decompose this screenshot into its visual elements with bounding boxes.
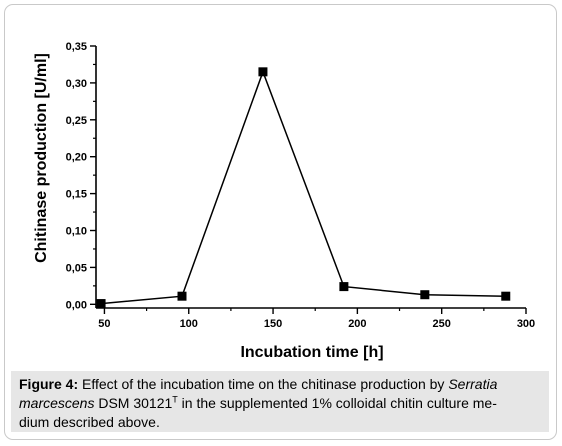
y-tick-label: 0,05: [66, 262, 87, 274]
data-point-marker: [96, 299, 106, 309]
x-tick-label: 200: [348, 318, 366, 330]
y-tick-label: 0,15: [66, 189, 87, 201]
chart-series: [96, 67, 511, 309]
caption-species-2: marcescens: [19, 395, 95, 411]
caption-species-1: Serratia: [448, 376, 498, 392]
y-tick-label: 0,25: [66, 115, 87, 127]
y-tick-label: 0,35: [66, 41, 87, 53]
caption-text-2: DSM 30121: [94, 395, 173, 411]
x-tick-label: 300: [517, 318, 535, 330]
chart: 50 100 150 200 250 300 0,00 0,05 0,10 0,15 0,20 0,2…: [33, 41, 536, 361]
caption-text-1: Effect of the incubation time on the chi…: [78, 376, 449, 392]
x-axis-title: Incubation time [h]: [240, 344, 383, 361]
chart-ticks: 50 100 150 200 250 300 0,00 0,05 0,10 0,15 0,20 0,2…: [66, 41, 536, 330]
data-point-marker: [420, 290, 430, 300]
y-tick-label: 0,30: [66, 78, 87, 90]
y-axis-title: Chitinase production [U/ml]: [33, 53, 50, 263]
series-line: [100, 69, 506, 305]
caption-background: [11, 371, 549, 432]
caption-superscript: T: [172, 394, 178, 405]
caption-text-3: in the supplemented 1% colloidal chitin …: [177, 395, 497, 411]
figure-caption: Figure 4: Effect of the incubation time …: [19, 375, 543, 432]
x-tick-label: 50: [98, 318, 110, 330]
chart-axes: [95, 46, 526, 309]
y-tick-label: 0,00: [66, 299, 87, 311]
y-tick-label: 0,10: [66, 226, 87, 238]
data-point-marker: [501, 291, 511, 301]
x-tick-label: 150: [264, 318, 282, 330]
data-point-marker: [258, 67, 268, 77]
x-tick-label: 250: [433, 318, 451, 330]
data-point-marker: [177, 291, 187, 301]
caption-text-4: dium described above.: [19, 414, 160, 430]
data-point-marker: [339, 282, 349, 292]
caption-label: Figure 4:: [19, 376, 79, 392]
x-tick-label: 100: [180, 318, 198, 330]
y-tick-label: 0,20: [66, 152, 87, 164]
